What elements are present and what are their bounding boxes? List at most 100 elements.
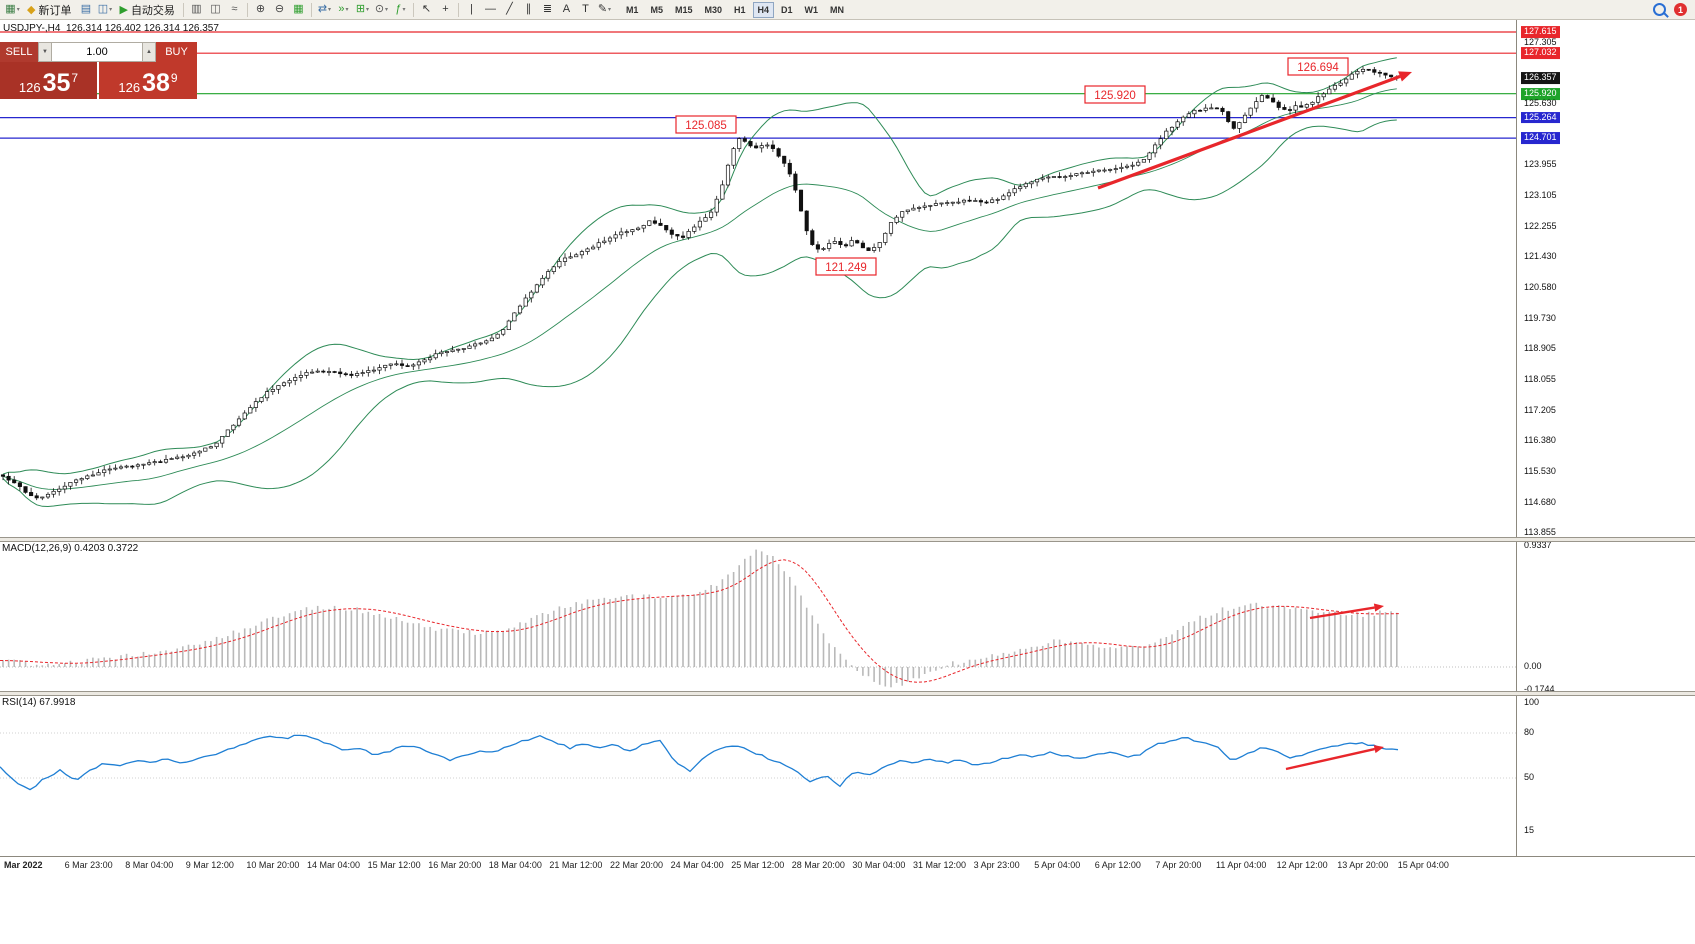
period-icon[interactable]: ⊙ ▾ <box>372 1 391 18</box>
rsi-arrow[interactable] <box>1285 745 1384 771</box>
rsi-chart-canvas[interactable] <box>0 695 1516 856</box>
autotrading-button-label: 自动交易 <box>130 4 175 17</box>
timeframe-m15-button[interactable]: M15 <box>674 4 693 15</box>
buy-label[interactable]: BUY <box>156 42 197 62</box>
panel-splitter[interactable] <box>0 537 1695 542</box>
panel-splitter[interactable] <box>0 691 1695 696</box>
cursor-icon: ↖ <box>421 3 432 15</box>
crosshair-icon[interactable]: + <box>436 1 455 18</box>
dropdown-arrow-icon[interactable]: ▾ <box>366 6 370 13</box>
buy-price-int: 126 <box>118 80 141 95</box>
candle-chart-type-icon: ◫ <box>210 3 221 15</box>
time-axis-label: 15 Apr 04:00 <box>1397 860 1449 870</box>
time-axis-label: 6 Mar 23:00 <box>64 860 113 870</box>
line-chart-type-icon: ≈ <box>231 3 238 15</box>
volume-decrease-button[interactable]: ▼ <box>38 42 52 62</box>
indicators-icon[interactable]: ƒ ▾ <box>391 1 410 18</box>
line-chart-type-icon[interactable]: ≈ <box>225 1 244 18</box>
timeframe-m5-button[interactable]: M5 <box>650 4 663 15</box>
channel-icon: ∥ <box>525 3 532 15</box>
price-scale-label: 114.680 <box>1524 497 1556 508</box>
cursor-icon[interactable]: ↖ <box>417 1 436 18</box>
toolbar-separator <box>182 2 184 17</box>
toolbar-right-group: 1 <box>1653 3 1692 16</box>
price-annotation[interactable]: 121.249 <box>815 257 877 276</box>
rsi-scale-label: 80 <box>1524 727 1535 738</box>
toolbar-separator <box>412 2 414 17</box>
rsi-scale-label: 15 <box>1524 824 1535 835</box>
candlestick-chart-canvas[interactable]: 125.085 121.249 125.920 126.694 <box>0 20 1516 538</box>
macd-chart-canvas[interactable] <box>0 541 1516 692</box>
new-order-button[interactable]: ◆ 新订单 <box>22 1 76 18</box>
price-scale[interactable]: 127.615 127.305 127.032 126.357 125.920 125.6… <box>1516 20 1695 872</box>
buy-button[interactable]: 126 38 9 <box>99 62 197 99</box>
new-window-icon[interactable]: ⊞ ▾ <box>353 1 372 18</box>
time-axis[interactable]: Mar 2022 6 Mar 23:00 8 Mar 04:00 9 Mar 12:0… <box>0 856 1695 872</box>
rsi-indicator-panel[interactable]: RSI(14) 67.9918 <box>0 695 1516 856</box>
dropdown-arrow-icon[interactable]: ▾ <box>345 6 349 13</box>
fibonacci-icon[interactable]: ≣ <box>538 1 557 18</box>
dropdown-arrow-icon[interactable]: ▾ <box>16 6 20 13</box>
new-chart-icon[interactable]: ▦ ▾ <box>3 1 22 18</box>
price-scale-label: 113.855 <box>1524 527 1556 538</box>
zoom-in-icon[interactable]: ⊕ <box>251 1 270 18</box>
volume-input[interactable] <box>52 42 142 62</box>
volume-increase-button[interactable]: ▲ <box>142 42 156 62</box>
price-scale-label: 123.955 <box>1524 159 1557 170</box>
autotrading-button[interactable]: ▶ 自动交易 <box>114 1 179 18</box>
time-axis-label: 9 Mar 12:00 <box>185 860 234 870</box>
auto-scroll-icon[interactable]: » ▾ <box>334 1 353 18</box>
dropdown-arrow-icon[interactable]: ▾ <box>109 6 113 13</box>
price-scale-label: 125.264 <box>1521 111 1560 124</box>
time-axis-label: 31 Mar 12:00 <box>913 860 967 870</box>
timeframe-button-group: M1 M5 M15 M30 H1 H4 D1 W1 MN <box>620 0 850 19</box>
macd-scale-label: 0.9337 <box>1524 540 1552 551</box>
buy-price-pips: 38 <box>142 69 170 97</box>
macd-arrow[interactable] <box>1309 603 1384 620</box>
label-icon[interactable]: T <box>576 1 595 18</box>
channel-icon[interactable]: ∥ <box>519 1 538 18</box>
notification-badge[interactable]: 1 <box>1674 3 1687 16</box>
bar-chart-type-icon[interactable]: ▥ <box>187 1 206 18</box>
sell-button[interactable]: 126 35 7 <box>0 62 97 99</box>
price-annotation[interactable]: 125.920 <box>1084 85 1146 104</box>
timeframe-m1-button[interactable]: M1 <box>625 4 639 15</box>
zoom-out-icon[interactable]: ⊖ <box>270 1 289 18</box>
trendline-icon[interactable]: ╱ <box>500 1 519 18</box>
timeframe-h4-button[interactable]: H4 <box>752 1 775 18</box>
shapes-icon: ✎ <box>597 3 608 15</box>
tile-windows-icon[interactable]: ▦ <box>289 1 308 18</box>
charts-icon[interactable]: ▤ <box>76 1 95 18</box>
dropdown-arrow-icon[interactable]: ▾ <box>385 6 389 13</box>
vertical-line-icon[interactable]: | <box>462 1 481 18</box>
timeframe-mn-button[interactable]: MN <box>830 4 845 15</box>
main-chart-panel[interactable]: 125.085 121.249 125.920 126.694 USDJPY-,H4 … <box>0 20 1516 538</box>
trend-arrow[interactable] <box>1097 71 1412 190</box>
dropdown-arrow-icon[interactable]: ▾ <box>608 6 612 13</box>
profiles-icon[interactable]: ◫ ▾ <box>95 1 114 18</box>
sell-label[interactable]: SELL <box>0 42 38 62</box>
period-icon: ⊙ <box>374 3 385 15</box>
price-annotation[interactable]: 126.694 <box>1287 57 1349 76</box>
bar-chart-type-icon: ▥ <box>191 3 202 15</box>
candle-chart-type-icon[interactable]: ◫ <box>206 1 225 18</box>
price-annotation[interactable]: 125.085 <box>675 115 737 134</box>
shapes-icon[interactable]: ✎ ▾ <box>595 1 614 18</box>
timeframe-m30-button[interactable]: M30 <box>704 4 722 15</box>
macd-indicator-panel[interactable]: MACD(12,26,9) 0.4203 0.3722 <box>0 541 1516 692</box>
chart-shift-icon[interactable]: ⇄ ▾ <box>315 1 334 18</box>
price-scale-label: 118.055 <box>1524 374 1556 385</box>
dropdown-arrow-icon[interactable]: ▾ <box>328 6 332 13</box>
timeframe-d1-button[interactable]: D1 <box>781 4 793 15</box>
dropdown-arrow-icon[interactable]: ▾ <box>402 6 406 13</box>
svg-text:121.249: 121.249 <box>825 262 867 274</box>
timeframe-h1-button[interactable]: H1 <box>734 4 746 15</box>
timeframe-w1-button[interactable]: W1 <box>804 4 819 15</box>
horizontal-lines[interactable] <box>0 31 1516 139</box>
search-icon[interactable] <box>1653 3 1666 16</box>
horizontal-line-icon[interactable]: — <box>481 1 500 18</box>
time-axis-label: 3 Apr 23:00 <box>973 860 1020 870</box>
text-icon[interactable]: A <box>557 1 576 18</box>
toolbar-icon-group: ▦ ▾ ◆ 新订单 ▤ ◫ ▾ ▶ 自动交易 ▥ ◫ ≈ ⊕ ⊖ ▦ ⇄ ▾» ▾ ⊞ ▾ ⊙ ▾ ƒ ▾ ↖ + | — ╱ ∥ ≣ A T ✎… <box>3 0 614 19</box>
rsi-scale-label: 50 <box>1524 772 1535 783</box>
